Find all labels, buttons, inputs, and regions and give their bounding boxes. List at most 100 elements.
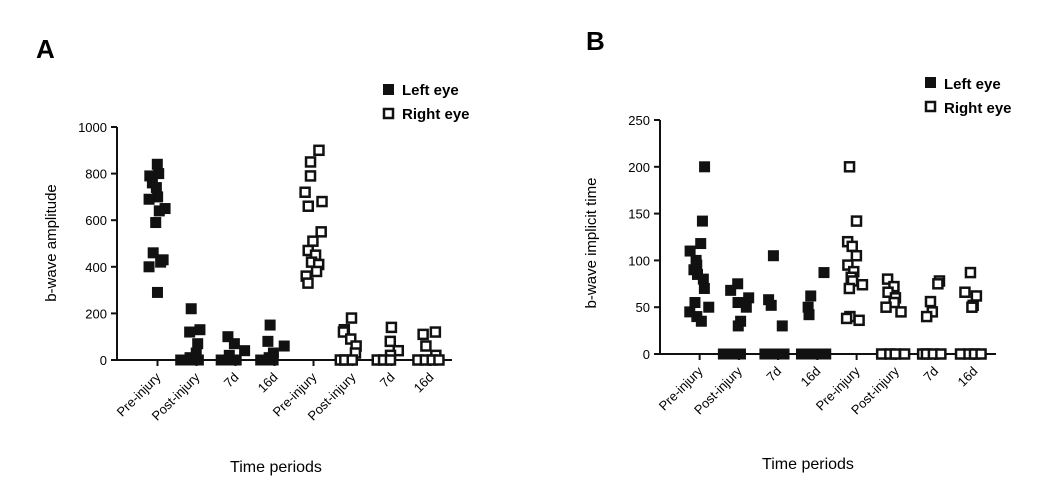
x-axis-label-a: Time periods: [230, 459, 322, 476]
left-eye-point-a: [262, 335, 274, 347]
panel-a: A b-wave amplitude Time periods Left eye…: [36, 34, 470, 476]
left-eye-point-a: [278, 340, 290, 352]
right-eye-point-a: [307, 235, 319, 247]
left-eye-point-a: [215, 354, 227, 366]
y-tick-label-a: 0: [100, 353, 107, 368]
y-tick-label-a: 800: [85, 167, 107, 182]
right-eye-point-a: [345, 312, 358, 324]
left-eye-point-a: [175, 354, 187, 366]
right-eye-point-b: [932, 278, 944, 290]
left-eye-point-b: [765, 299, 777, 311]
right-eye-point-b: [850, 249, 863, 262]
y-tick-label-b: 0: [643, 347, 650, 362]
left-eye-point-a: [239, 345, 251, 357]
legend-left-eye-label-a: Left eye: [402, 82, 459, 99]
left-eye-point-a: [255, 354, 267, 366]
left-eye-point-a: [261, 354, 273, 366]
legend-right-eye-label-b: Right eye: [944, 100, 1012, 117]
right-eye-point-a: [384, 335, 397, 348]
left-eye-point-b: [805, 348, 817, 360]
right-eye-point-a: [310, 265, 323, 278]
y-tick-label-a: 200: [85, 306, 107, 321]
left-eye-point-a: [147, 247, 159, 259]
right-eye-point-b: [840, 312, 853, 325]
left-eye-point-a: [194, 324, 206, 336]
y-tick-label-a: 1000: [78, 120, 107, 135]
right-eye-point-a: [429, 326, 442, 338]
left-eye-point-b: [695, 238, 707, 250]
y-tick-label-b: 150: [628, 207, 650, 222]
left-eye-point-a: [185, 303, 197, 315]
left-eye-point-b: [732, 278, 744, 290]
left-eye-point-a: [153, 168, 165, 180]
x-tick-label-a: 7d: [221, 370, 242, 391]
right-eye-point-b: [850, 215, 863, 227]
left-eye-point-a: [151, 286, 163, 298]
y-tick-label-b: 250: [628, 113, 650, 128]
right-eye-point-a: [315, 226, 327, 238]
left-eye-point-b: [697, 273, 709, 285]
x-tick-label-a: 16d: [255, 370, 281, 396]
left-eye-point-b: [763, 294, 775, 306]
left-eye-point-b: [818, 267, 830, 279]
right-eye-point-a: [299, 186, 311, 198]
right-eye-point-b: [842, 259, 854, 271]
left-eye-point-b: [734, 348, 746, 360]
left-eye-point-a: [192, 338, 204, 350]
left-eye-point-b: [698, 282, 710, 294]
left-eye-point-b: [776, 320, 788, 332]
left-eye-point-a: [144, 170, 156, 182]
right-eye-point-b: [970, 290, 983, 302]
y-tick-label-a: 600: [85, 213, 107, 228]
right-eye-point-a: [420, 340, 432, 352]
right-eye-point-a: [302, 277, 314, 289]
right-eye-point-b: [853, 314, 865, 327]
left-eye-point-a: [264, 319, 276, 331]
right-eye-point-b: [856, 278, 869, 291]
left-eye-point-b: [795, 348, 807, 360]
left-eye-point-b: [805, 290, 817, 302]
left-eye-point-b: [802, 301, 814, 313]
legend-left-eye-swatch-a: [383, 84, 394, 95]
left-eye-point-a: [190, 347, 202, 359]
right-eye-point-a: [346, 354, 359, 366]
left-eye-point-b: [725, 284, 737, 296]
right-eye-point-a: [304, 170, 317, 182]
left-eye-point-a: [150, 217, 162, 229]
left-eye-point-b: [684, 306, 696, 318]
left-eye-point-b: [813, 348, 825, 360]
y-tick-label-b: 100: [628, 253, 650, 268]
left-eye-point-a: [223, 354, 235, 366]
left-eye-point-b: [732, 320, 744, 332]
legend-b: Left eye Right eye: [924, 76, 1012, 117]
left-eye-point-b: [778, 348, 790, 360]
legend-a: Left eye Right eye: [382, 82, 470, 123]
left-eye-point-b: [732, 297, 744, 309]
right-eye-point-b: [880, 301, 892, 313]
left-eye-point-a: [143, 193, 155, 205]
x-tick-label-b: 7d: [920, 364, 941, 385]
legend-right-eye-swatch-b: [924, 100, 937, 113]
left-eye-point-b: [820, 348, 832, 360]
right-eye-point-b: [881, 273, 894, 285]
left-eye-point-a: [153, 205, 165, 217]
panel-letter-a: A: [36, 34, 55, 64]
right-eye-point-a: [417, 328, 429, 341]
panel-b: B b-wave implicit time Time periods Left…: [583, 26, 1012, 473]
right-eye-point-b: [898, 348, 911, 360]
left-eye-point-b: [766, 348, 778, 360]
right-eye-point-b: [959, 286, 971, 298]
left-eye-point-b: [689, 297, 701, 309]
right-eye-point-b: [966, 301, 978, 313]
x-tick-label-b: 7d: [763, 364, 784, 385]
right-eye-point-b: [889, 348, 901, 360]
left-eye-point-b: [727, 348, 739, 360]
legend-left-eye-swatch-b: [925, 77, 936, 88]
right-eye-point-b: [975, 348, 987, 360]
y-tick-label-b: 50: [636, 300, 650, 315]
left-eye-point-b: [759, 348, 771, 360]
y-axis-label-b: b-wave implicit time: [583, 178, 600, 309]
y-axis-label-a: b-wave amplitude: [43, 184, 60, 302]
